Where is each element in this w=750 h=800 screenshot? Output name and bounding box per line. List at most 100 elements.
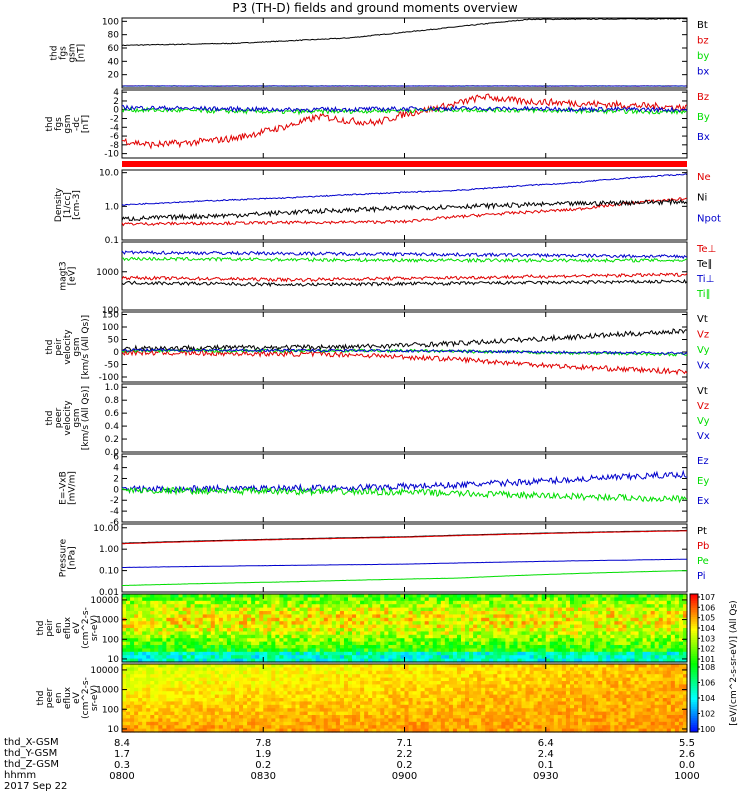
heatmap-cell [267, 708, 272, 713]
heatmap-cell [194, 638, 200, 643]
heatmap-cell [218, 687, 224, 692]
heatmap-cell [146, 715, 151, 719]
heatmap-cell [481, 704, 486, 709]
heatmap-cell [408, 607, 414, 612]
heatmap-cell [315, 708, 321, 713]
heatmap-cell [461, 600, 466, 605]
heatmap-cell [456, 638, 462, 643]
heatmap-cell [384, 721, 389, 726]
heatmap-cell [541, 600, 547, 605]
heatmap-cell [666, 597, 672, 602]
heatmap-cell [654, 651, 660, 656]
heatmap-cell [348, 715, 353, 719]
heatmap-cell [275, 674, 280, 679]
heatmap-cell [493, 617, 498, 622]
heatmap-cell [372, 704, 377, 709]
heatmap-cell [642, 658, 648, 663]
heatmap-cell [186, 655, 192, 660]
heatmap-cell [444, 621, 450, 626]
heatmap-cell [218, 604, 224, 609]
heatmap-cell [251, 600, 256, 605]
heatmap-cell [428, 651, 434, 656]
heatmap-cell [303, 681, 309, 685]
heatmap-cell [307, 607, 313, 612]
heatmap-cell [404, 651, 410, 656]
heatmap-cell [372, 614, 377, 619]
heatmap-cell [469, 621, 474, 626]
heatmap-cell [230, 711, 236, 716]
heatmap-cell [364, 658, 369, 663]
heatmap-cell [283, 631, 289, 636]
heatmap-cell [440, 645, 446, 649]
heatmap-cell [303, 674, 309, 679]
heatmap-cell [202, 597, 208, 602]
heatmap-cell [138, 687, 143, 692]
heatmap-cell [230, 600, 236, 605]
heatmap-cell [646, 594, 652, 598]
heatmap-cell [263, 664, 268, 668]
heatmap-cell [190, 624, 196, 629]
heatmap-cell [303, 594, 309, 598]
heatmap-cell [400, 677, 406, 682]
heatmap-cell [549, 645, 555, 649]
heatmap-cell [158, 677, 163, 682]
heatmap-cell [279, 597, 285, 602]
heatmap-cell [146, 684, 151, 689]
heatmap-cell [267, 698, 272, 702]
heatmap-cell [473, 651, 478, 656]
heatmap-cell [134, 621, 139, 626]
heatmap-cell [392, 631, 398, 636]
heatmap-cell [436, 621, 442, 626]
heatmap-cell [654, 648, 660, 653]
heatmap-cell [521, 614, 527, 619]
heatmap-cell [247, 651, 252, 656]
heatmap-cell [473, 728, 478, 733]
heatmap-cell [307, 701, 313, 706]
heatmap-cell [574, 614, 579, 619]
y-axis-label: thd [50, 46, 60, 61]
heatmap-cell [214, 687, 220, 692]
heatmap-cell [469, 718, 474, 723]
heatmap-cell [222, 718, 228, 723]
heatmap-cell [428, 728, 434, 733]
heatmap-cell [412, 594, 418, 598]
heatmap-cell [331, 658, 337, 663]
heatmap-cell [259, 651, 264, 656]
heatmap-cell [247, 624, 252, 629]
heatmap-cell [206, 694, 212, 699]
heatmap-cell [412, 711, 418, 716]
heatmap-cell [388, 725, 393, 730]
legend-vt: Vt [697, 314, 708, 325]
heatmap-cell [218, 721, 224, 726]
heatmap-cell [513, 641, 519, 646]
heatmap-cell [569, 617, 575, 622]
heatmap-cell [541, 634, 547, 639]
heatmap-cell [154, 604, 159, 609]
heatmap-cell [190, 594, 196, 598]
heatmap-cell [440, 704, 446, 709]
heatmap-cell [485, 607, 490, 612]
heatmap-cell [481, 594, 486, 598]
heatmap-cell [311, 664, 317, 668]
heatmap-cell [194, 701, 200, 706]
heatmap-cell [255, 711, 260, 716]
heatmap-cell [436, 718, 442, 723]
heatmap-cell [416, 704, 422, 709]
heatmap-cell [202, 691, 208, 696]
heatmap-cell [469, 694, 474, 699]
heatmap-cell [327, 698, 333, 702]
heatmap-cell [235, 667, 240, 672]
heatmap-cell [311, 701, 317, 706]
heatmap-cell [626, 607, 632, 612]
legend-ni: Ni [697, 193, 707, 204]
heatmap-cell [489, 638, 494, 643]
heatmap-cell [166, 664, 172, 668]
heatmap-cell [162, 687, 167, 692]
heatmap-cell [303, 664, 309, 668]
heatmap-cell [416, 725, 422, 730]
heatmap-cell [166, 604, 172, 609]
heatmap-cell [678, 645, 684, 649]
heatmap-cell [368, 691, 373, 696]
heatmap-cell [235, 594, 240, 598]
heatmap-cell [356, 611, 361, 615]
